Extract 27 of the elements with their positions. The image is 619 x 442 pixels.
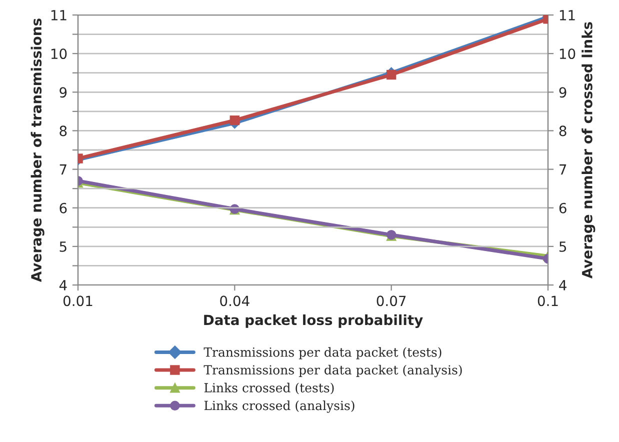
legend-label: Transmissions per data packet (analysis) bbox=[204, 364, 462, 378]
y-tick-label: 7 bbox=[60, 164, 66, 175]
y2-tick-label: 8 bbox=[559, 126, 566, 136]
y2-tick-label: 9 bbox=[559, 87, 566, 98]
y2-tick-label: 5 bbox=[559, 242, 566, 252]
y2-axis-title: Average number of crossed links bbox=[582, 22, 596, 278]
legend-label: Transmissions per data packet (tests) bbox=[204, 347, 442, 360]
y2-tick-label: 6 bbox=[559, 202, 566, 214]
y-tick-label: 4 bbox=[59, 280, 67, 290]
y-axis-title: Average number of transmissions bbox=[30, 18, 44, 282]
y2-tick-label: 10 bbox=[560, 48, 576, 60]
y-tick-label: 6 bbox=[60, 202, 67, 214]
y-tick-label: 9 bbox=[60, 87, 67, 98]
y-tick-label: 10 bbox=[51, 48, 67, 60]
x-tick-label: 0.07 bbox=[376, 296, 406, 306]
y-tick-label: 5 bbox=[60, 242, 66, 252]
y-tick-label: 11 bbox=[51, 10, 66, 20]
y-tick-label: 8 bbox=[60, 126, 67, 136]
x-tick-label: 0.01 bbox=[63, 296, 92, 306]
y2-tick-label: 11 bbox=[560, 10, 575, 20]
legend-label: Links crossed (tests) bbox=[204, 382, 334, 394]
legend-label: Links crossed (analysis) bbox=[204, 400, 354, 413]
y2-tick-label: 7 bbox=[560, 164, 566, 175]
x-axis-title: Data packet loss probability bbox=[204, 314, 423, 328]
x-tick-label: 0.04 bbox=[220, 296, 250, 306]
x-tick-label: 0.1 bbox=[538, 296, 558, 306]
y2-tick-label: 4 bbox=[559, 280, 566, 290]
